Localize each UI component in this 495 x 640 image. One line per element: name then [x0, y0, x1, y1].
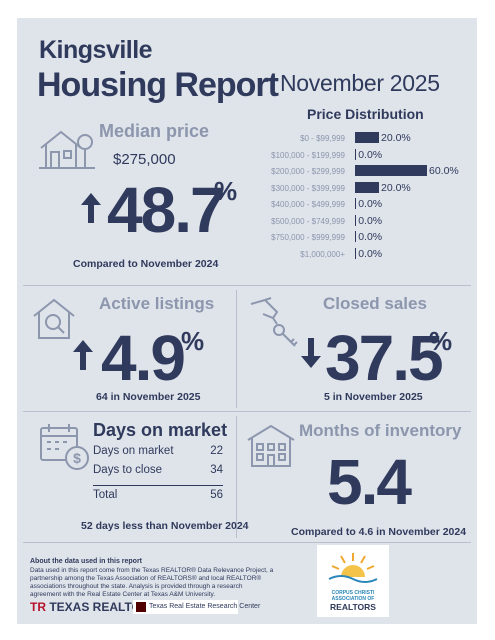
- dom-row-name: Days on market: [93, 445, 174, 457]
- about-heading: About the data used in this report: [30, 558, 143, 565]
- ccar-logo: CORPUS CHRISTI ASSOCIATION OF REALTORS: [317, 545, 389, 617]
- price-distribution-title: Price Distribution: [307, 106, 424, 122]
- median-price-value: $275,000: [113, 151, 176, 168]
- arrow-up-icon: [73, 340, 93, 375]
- price-range-bar: [355, 214, 357, 226]
- price-range-label: $300,000 - $399,999: [271, 183, 345, 193]
- price-range-row: $300,000 - $399,999 20.0%: [271, 181, 473, 195]
- about-text: Data used in this report come from the T…: [30, 566, 274, 599]
- price-range-bar: [355, 181, 379, 193]
- dom-row-name: Days to close: [93, 464, 163, 476]
- ccar-line1: CORPUS CHRISTI: [331, 590, 375, 596]
- city-name: Kingsville: [39, 36, 153, 64]
- price-range-row: $0 - $99,999 20.0%: [279, 131, 473, 145]
- tamu-mark-icon: [136, 602, 146, 612]
- price-range-row: $200,000 - $299,999 60.0%: [271, 164, 473, 178]
- sun-icon: [328, 553, 378, 583]
- report-month: November 2025: [280, 70, 440, 96]
- calendar-dollar-icon: $: [39, 422, 91, 477]
- price-range-value: 0.0%: [358, 198, 383, 210]
- price-range-bar: [355, 148, 357, 160]
- price-range-value: 20.0%: [381, 132, 411, 144]
- hand-key-icon: [249, 296, 307, 357]
- texas-realtors-mark: TR: [30, 600, 46, 614]
- divider: [23, 285, 471, 286]
- price-range-label: $500,000 - $749,999: [271, 216, 345, 226]
- active-listings-change: 4.9: [101, 322, 186, 394]
- dom-row-value: 22: [210, 445, 223, 457]
- ccar-line3: REALTORS: [330, 602, 376, 612]
- divider: [236, 416, 237, 538]
- price-range-bar: [355, 247, 357, 259]
- median-price-change: 48.7: [107, 174, 226, 246]
- divider: [23, 542, 471, 543]
- months-inventory-value: 5.4: [327, 446, 412, 518]
- price-range-value: 0.0%: [358, 231, 383, 243]
- house-icon: [37, 124, 97, 177]
- days-on-market-note: 52 days less than November 2024: [81, 520, 249, 532]
- dom-row-days-on-market: Days on market 22: [93, 445, 223, 457]
- median-price-pct: %: [214, 176, 238, 206]
- research-center-logo: Texas Real Estate Research Center: [133, 600, 260, 614]
- price-range-label: $1,000,000+: [300, 249, 345, 259]
- closed-sales-label: Closed sales: [323, 294, 427, 313]
- price-range-label: $200,000 - $299,999: [271, 167, 345, 176]
- price-range-value: 20.0%: [381, 181, 411, 194]
- dom-row-days-to-close: Days to close 34: [93, 464, 223, 476]
- active-listings-label: Active listings: [99, 294, 215, 313]
- price-range-label: $100,000 - $199,999: [271, 150, 345, 160]
- days-on-market-label: Days on market: [93, 420, 228, 440]
- active-listings-pct: %: [181, 326, 205, 356]
- house-search-icon: [31, 296, 77, 347]
- months-inventory-note: Compared to 4.6 in November 2024: [291, 526, 467, 538]
- ccar-line2: ASSOCIATION OF: [331, 596, 375, 602]
- divider: [23, 411, 471, 412]
- dom-total-label: Total: [93, 489, 118, 501]
- price-range-value: 0.0%: [358, 214, 383, 227]
- report-title: Housing Report: [37, 66, 279, 104]
- price-range-row: $750,000 - $999,999 0.0%: [271, 230, 473, 244]
- about-data: About the data used in this report Data …: [30, 558, 275, 599]
- texas-realtors-logo: TR TEXAS REALTORS: [30, 600, 158, 614]
- price-range-row: $1,000,000+ 0.0%: [279, 247, 473, 261]
- total-divider: [93, 485, 223, 486]
- months-inventory-label: Months of inventory: [299, 421, 462, 440]
- median-price-note: Compared to November 2024: [73, 258, 219, 270]
- arrow-up-icon: [81, 193, 101, 228]
- dom-row-value: 34: [210, 464, 223, 476]
- price-range-bar: [355, 231, 357, 242]
- price-range-bar: [355, 198, 357, 209]
- price-range-value: 0.0%: [358, 247, 383, 260]
- active-listings-note: 64 in November 2025: [96, 391, 201, 403]
- research-center-text: Texas Real Estate Research Center: [149, 603, 261, 610]
- price-range-bar: [355, 132, 379, 143]
- dom-total-value: 56: [210, 489, 223, 501]
- closed-sales-change: 37.5: [325, 322, 444, 394]
- price-range-row: $100,000 - $199,999 0.0%: [271, 148, 473, 162]
- median-price-label: Median price: [99, 121, 210, 141]
- price-range-row: $400,000 - $499,999 0.0%: [271, 197, 473, 211]
- price-range-bar: [355, 165, 427, 176]
- closed-sales-note: 5 in November 2025: [324, 391, 423, 403]
- arrow-down-icon: [301, 338, 321, 373]
- price-range-label: $400,000 - $499,999: [271, 200, 345, 209]
- price-range-row: $500,000 - $749,999 0.0%: [271, 214, 473, 228]
- texas-realtors-text: TEXAS REALTORS: [49, 600, 158, 614]
- housing-report: Kingsville Housing Report November 2025 …: [17, 18, 477, 624]
- closed-sales-pct: %: [429, 326, 453, 356]
- svg-text:$: $: [73, 450, 81, 466]
- price-range-label: $0 - $99,999: [300, 134, 345, 143]
- dom-row-total: Total 56: [93, 489, 223, 501]
- price-range-value: 0.0%: [358, 148, 383, 161]
- price-range-label: $750,000 - $999,999: [271, 233, 345, 242]
- building-icon: [245, 422, 297, 475]
- price-range-value: 60.0%: [429, 165, 459, 177]
- divider: [236, 290, 237, 408]
